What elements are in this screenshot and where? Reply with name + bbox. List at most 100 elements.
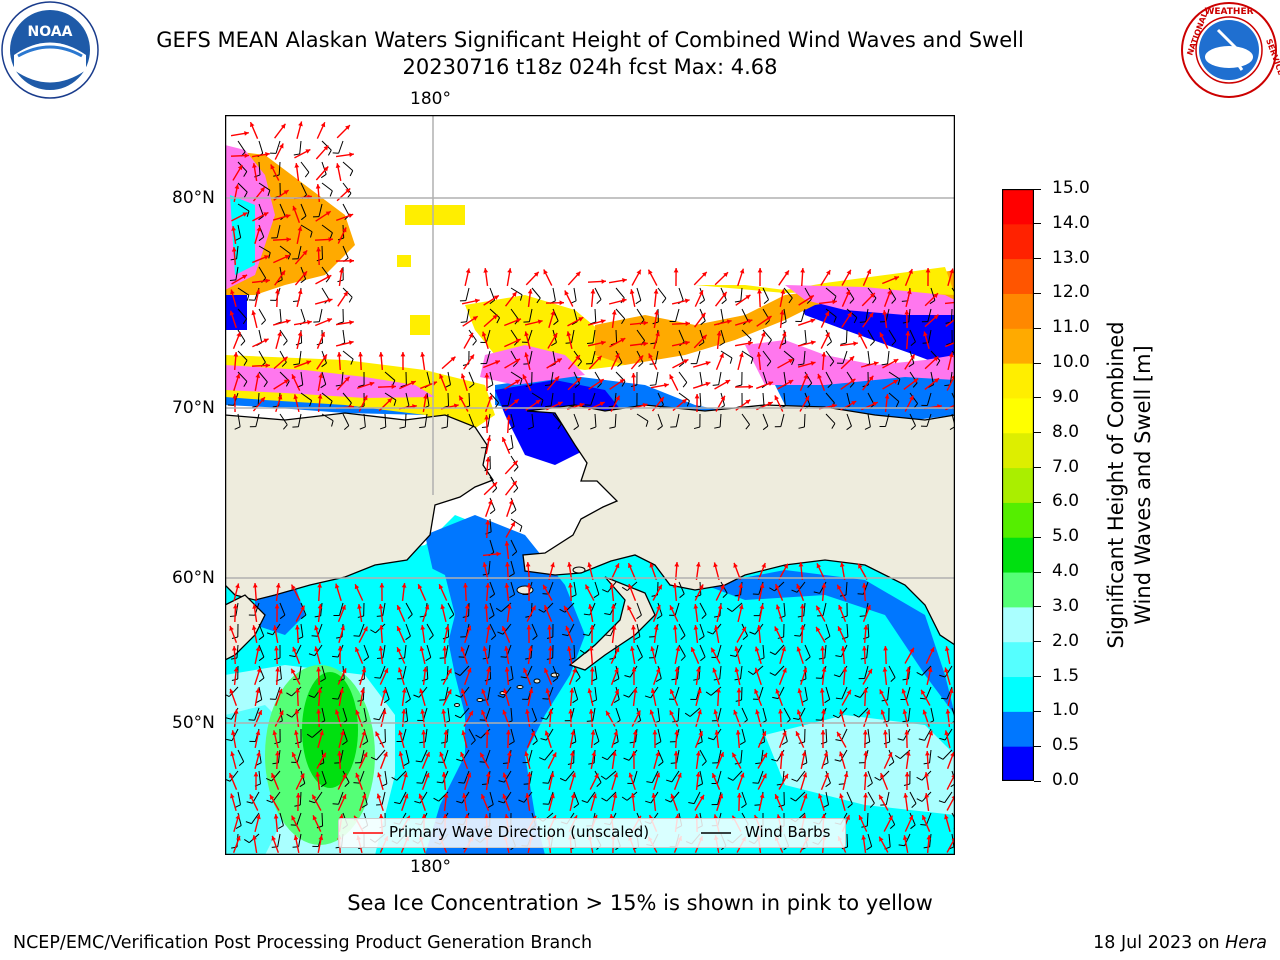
wind-barb [279,665,282,679]
wave-direction-arrowhead [699,584,704,590]
wind-barb [279,308,282,322]
wave-direction-arrowhead [774,626,779,632]
wind-barb-flag [416,782,423,784]
wind-barb-flag [772,696,779,700]
wind-barb [318,203,323,217]
wave-direction-arrowhead [291,815,296,821]
wind-barb [531,707,538,721]
wind-barb [825,392,835,404]
wind-barb [927,308,932,322]
wind-barb-flag [791,778,798,782]
wind-barb [426,644,432,658]
wind-barb-flag [898,844,905,847]
wind-barb-flag [258,635,265,641]
wind-barb [888,371,901,380]
wind-barb [489,581,496,595]
wind-barb [674,686,680,700]
wave-direction-arrowhead [798,562,804,567]
wave-direction-arrowhead [594,773,599,779]
wave-direction-arrowhead [816,626,821,632]
wind-barb [251,812,260,824]
wave-direction-arrowhead [701,271,707,277]
wind-barb [552,287,556,301]
wind-barb [363,413,366,427]
wind-barb-flag [407,614,413,619]
wind-barb-flag [308,694,315,698]
wave-direction-arrowhead [325,211,331,216]
wave-direction-arrowhead [867,668,872,674]
wind-barb-flag [874,776,881,781]
wind-barb [300,161,310,173]
wind-barb [783,392,786,406]
wave-direction-arrowhead [524,331,529,337]
wave-direction-arrowhead [757,289,762,294]
wind-barb-flag [304,172,310,178]
wind-barb-flag [495,607,502,612]
wave-direction-arrowhead [565,625,570,631]
wave-direction-arrowhead [673,268,679,273]
colorbar-tick-label: 2.0 [1052,630,1080,651]
wind-barb-flag [712,384,719,386]
wave-direction-arrowhead [322,354,327,360]
colorbar-tick-mark [1034,710,1041,712]
wave-direction-arrowhead [552,752,557,758]
wind-barb-flag [540,738,547,741]
wave-direction-arrowhead [851,401,857,406]
wind-barb-flag [370,629,376,634]
wave-direction-arrowhead [295,793,301,798]
wave-direction-arrowhead [909,395,914,401]
wind-barb [321,770,327,784]
wave-direction-arrowhead [508,499,514,505]
wave-direction-arrowhead [306,360,312,365]
wave-direction-arrowhead [257,710,263,716]
wave-direction-arrowhead [698,731,703,736]
nws-logo: WEATHER NATIONAL SERVICE [1181,2,1280,98]
wind-barb-flag [824,699,830,704]
wave-direction-arrowhead [462,793,467,798]
wind-barb-flag [246,801,253,804]
wind-barb-flag [331,420,334,427]
wave-direction-arrowhead [950,751,955,757]
wind-barb [840,644,848,657]
wave-direction-arrowhead [291,584,296,590]
wave-direction-arrowhead [766,316,772,321]
wave-direction-arrowhead [673,751,679,756]
wind-barb [237,182,248,193]
wind-barb-flag [826,341,832,347]
wind-barb [489,497,496,511]
wind-barb [614,413,617,428]
wave-direction-arrowhead [453,403,459,409]
wind-barb [299,140,302,154]
colorbar-tick-label: 5.0 [1052,526,1080,547]
wave-direction-arrowhead [256,751,261,757]
wind-barb [465,287,470,301]
wind-barb-flag [525,657,532,660]
wave-direction-arrowhead [396,647,402,653]
wave-direction-arrowhead [460,373,466,379]
wave-direction-arrowhead [712,667,718,673]
wind-barb [487,686,491,700]
wave-direction-arrowhead [802,667,808,673]
wind-barb-flag [646,781,653,784]
wave-direction-arrowhead [643,341,648,347]
wave-direction-arrowhead [463,583,468,588]
gridlines [225,115,955,724]
wind-barb [741,329,752,340]
wave-direction-arrowhead [487,499,493,505]
wind-barb [321,665,327,679]
wind-barb [822,602,827,616]
wave-direction-arrowhead [933,314,939,320]
wave-direction-arrowhead [472,316,478,321]
wind-barb-flag [722,593,728,598]
wave-direction-arrowhead [512,460,518,466]
wave-direction-arrowhead [378,814,384,819]
wave-direction-arrowhead [799,604,805,609]
wind-barb-flag [370,756,377,761]
wave-direction-arrowhead [683,359,689,364]
wave-direction-arrowhead [564,605,569,611]
wind-barb-flag [797,363,804,366]
wave-direction-arrowhead [255,730,261,736]
wind-barb-flag [938,800,945,804]
wave-direction-arrowhead [568,583,573,588]
wave-direction-arrowhead [328,237,333,242]
